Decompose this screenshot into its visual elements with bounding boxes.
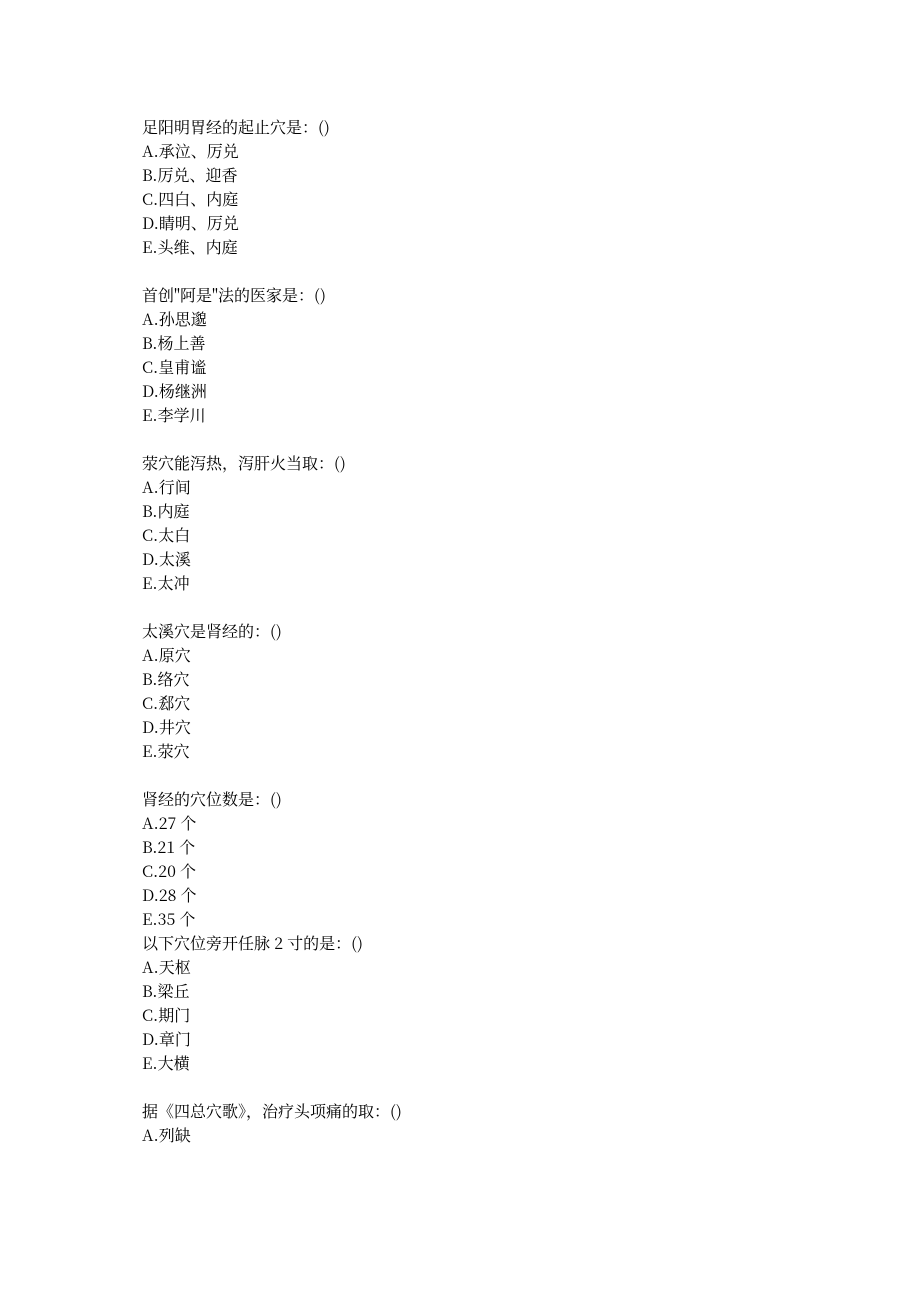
question-stem: 首创"阿是"法的医家是：(): [142, 283, 920, 307]
question-option: E.头维、内庭: [142, 235, 920, 259]
question-option: A.天枢: [142, 955, 920, 979]
question-stem: 太溪穴是肾经的：(): [142, 619, 920, 643]
question-block: 首创"阿是"法的医家是：()A.孙思邈B.杨上善C.皇甫谧D.杨继洲E.李学川: [142, 283, 920, 427]
question-option: B.杨上善: [142, 331, 920, 355]
question-block: 太溪穴是肾经的：()A.原穴B.络穴C.郄穴D.井穴E.荥穴: [142, 619, 920, 763]
question-option: E.李学川: [142, 403, 920, 427]
question-option: B.络穴: [142, 667, 920, 691]
question-option: A.行间: [142, 475, 920, 499]
question-stem: 荥穴能泻热，泻肝火当取：(): [142, 451, 920, 475]
question-option: C.期门: [142, 1003, 920, 1027]
question-stem: 肾经的穴位数是：(): [142, 787, 920, 811]
question-block: 肾经的穴位数是：()A.27 个B.21 个C.20 个D.28 个E.35 个: [142, 787, 920, 931]
question-option: B.内庭: [142, 499, 920, 523]
question-option: E.35 个: [142, 907, 920, 931]
question-option: A.原穴: [142, 643, 920, 667]
question-block: 据《四总穴歌》，治疗头项痛的取：()A.列缺: [142, 1099, 920, 1147]
question-option: B.梁丘: [142, 979, 920, 1003]
question-option: C.太白: [142, 523, 920, 547]
question-option: E.荥穴: [142, 739, 920, 763]
document-body: 足阳明胃经的起止穴是：()A.承泣、厉兑B.厉兑、迎香C.四白、内庭D.睛明、厉…: [142, 115, 920, 1147]
question-option: D.章门: [142, 1027, 920, 1051]
question-option: C.20 个: [142, 859, 920, 883]
question-option: D.井穴: [142, 715, 920, 739]
question-option: A.27 个: [142, 811, 920, 835]
question-option: E.太冲: [142, 571, 920, 595]
question-option: A.承泣、厉兑: [142, 139, 920, 163]
question-block: 以下穴位旁开任脉 2 寸的是：()A.天枢B.梁丘C.期门D.章门E.大横: [142, 931, 920, 1075]
question-option: D.28 个: [142, 883, 920, 907]
question-option: D.杨继洲: [142, 379, 920, 403]
question-option: C.郄穴: [142, 691, 920, 715]
question-block: 足阳明胃经的起止穴是：()A.承泣、厉兑B.厉兑、迎香C.四白、内庭D.睛明、厉…: [142, 115, 920, 259]
question-option: E.大横: [142, 1051, 920, 1075]
question-stem: 以下穴位旁开任脉 2 寸的是：(): [142, 931, 920, 955]
question-option: C.四白、内庭: [142, 187, 920, 211]
question-option: B.厉兑、迎香: [142, 163, 920, 187]
question-option: A.孙思邈: [142, 307, 920, 331]
question-option: D.睛明、厉兑: [142, 211, 920, 235]
question-option: A.列缺: [142, 1123, 920, 1147]
question-block: 荥穴能泻热，泻肝火当取：()A.行间B.内庭C.太白D.太溪E.太冲: [142, 451, 920, 595]
question-stem: 据《四总穴歌》，治疗头项痛的取：(): [142, 1099, 920, 1123]
question-option: B.21 个: [142, 835, 920, 859]
question-option: D.太溪: [142, 547, 920, 571]
question-stem: 足阳明胃经的起止穴是：(): [142, 115, 920, 139]
question-option: C.皇甫谧: [142, 355, 920, 379]
